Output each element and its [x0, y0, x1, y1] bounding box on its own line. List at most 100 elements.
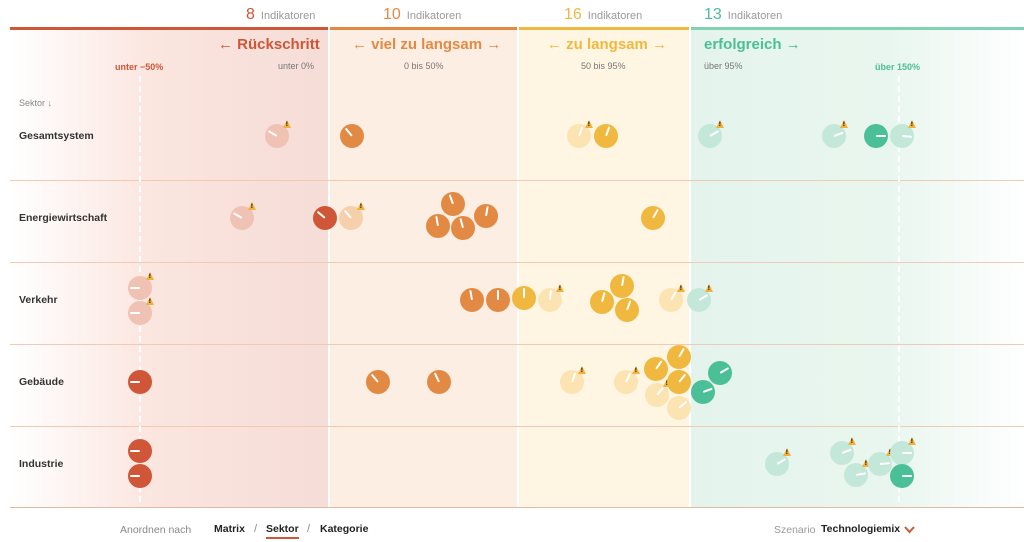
- indicator-bubble[interactable]: [667, 345, 691, 369]
- indicator-bubble[interactable]: [366, 370, 390, 394]
- indicator-bubble[interactable]: [687, 288, 711, 312]
- divider: [689, 27, 691, 508]
- indicator-needle: [344, 127, 353, 137]
- indicator-bubble[interactable]: [426, 214, 450, 238]
- indicator-bubble[interactable]: [667, 396, 691, 420]
- indicator-needle: [626, 300, 632, 311]
- warning-icon: [556, 284, 564, 292]
- indicator-bubble[interactable]: [667, 370, 691, 394]
- arrange-matrix-button[interactable]: Matrix: [214, 523, 245, 535]
- indicator-needle: [879, 462, 891, 465]
- count-label: Indikatoren: [587, 10, 643, 22]
- indicator-bubble[interactable]: [486, 288, 510, 312]
- indicator-needle: [448, 194, 454, 205]
- indicator-bubble[interactable]: [890, 124, 914, 148]
- indicator-needle: [232, 212, 243, 219]
- indicator-bubble[interactable]: [128, 370, 152, 394]
- indicator-needle: [130, 450, 140, 452]
- indicator-bubble[interactable]: [313, 206, 337, 230]
- indicator-bubble[interactable]: [560, 370, 584, 394]
- indicator-bubble[interactable]: [567, 124, 591, 148]
- indicator-needle: [605, 126, 611, 137]
- separator: /: [307, 523, 311, 535]
- indicator-bubble[interactable]: [765, 452, 789, 476]
- indicator-needle: [855, 472, 867, 476]
- indicator-bubble[interactable]: [644, 357, 668, 381]
- indicator-needle: [625, 372, 632, 383]
- indicator-bubble[interactable]: [698, 124, 722, 148]
- indicator-needle: [130, 381, 140, 383]
- indicator-needle: [571, 372, 577, 383]
- indicator-bubble[interactable]: [691, 380, 715, 404]
- indicator-needle: [709, 130, 720, 137]
- warning-icon: [578, 366, 586, 374]
- indicator-bubble[interactable]: [128, 276, 152, 300]
- warning-icon: [848, 437, 856, 445]
- warning-icon: [705, 284, 713, 292]
- indicator-bubble[interactable]: [615, 298, 639, 322]
- warning-icon: [908, 120, 916, 128]
- indicator-bubble[interactable]: [265, 124, 289, 148]
- indicator-bubble[interactable]: [645, 383, 669, 407]
- band-erfolgreich: [691, 27, 1024, 508]
- indicator-bubble[interactable]: [427, 370, 451, 394]
- indicator-needle: [343, 209, 352, 219]
- arrange-label: Anordnen nach: [120, 524, 192, 536]
- indicator-bubble[interactable]: [610, 274, 634, 298]
- indicator-bubble[interactable]: [708, 361, 732, 385]
- indicator-needle: [876, 135, 886, 137]
- indicator-bubble[interactable]: [128, 464, 152, 488]
- row-label-verkehr: Verkehr: [19, 294, 58, 306]
- warning-icon: [146, 272, 154, 280]
- arrange-kategorie-button[interactable]: Kategorie: [320, 523, 369, 535]
- range-zu-langsam: 50 bis 95%: [581, 61, 626, 71]
- row-separator: [10, 507, 1024, 508]
- indicator-bubble[interactable]: [868, 452, 892, 476]
- marker-label-high: über 150%: [875, 62, 921, 72]
- indicator-bubble[interactable]: [641, 206, 665, 230]
- warning-icon: [840, 120, 848, 128]
- indicator-bubble[interactable]: [538, 288, 562, 312]
- indicator-bubble[interactable]: [512, 286, 536, 310]
- indicator-bubble[interactable]: [128, 301, 152, 325]
- row-separator: [10, 344, 1024, 345]
- scenario-select[interactable]: Technologiemix: [821, 523, 901, 535]
- indicator-needle: [902, 452, 912, 454]
- indicator-needle: [902, 475, 912, 477]
- indicator-bubble[interactable]: [844, 463, 868, 487]
- indicator-bubble[interactable]: [864, 124, 888, 148]
- indicator-bubble[interactable]: [659, 288, 683, 312]
- scenario-label: Szenario: [774, 524, 816, 536]
- indicator-bubble[interactable]: [451, 216, 475, 240]
- indicator-bubble[interactable]: [340, 124, 364, 148]
- indicator-bubble[interactable]: [128, 439, 152, 463]
- indicator-needle: [267, 130, 278, 137]
- indicator-bubble[interactable]: [339, 206, 363, 230]
- indicator-bubble[interactable]: [230, 206, 254, 230]
- indicator-needle: [601, 292, 606, 303]
- warning-icon: [248, 202, 256, 210]
- indicator-bubble[interactable]: [830, 441, 854, 465]
- arrange-sektor-button[interactable]: Sektor: [266, 523, 299, 535]
- indicator-bubble[interactable]: [890, 464, 914, 488]
- indicator-needle: [833, 131, 844, 137]
- indicator-needle: [841, 448, 852, 454]
- warning-icon: [283, 120, 291, 128]
- row-label-industrie: Industrie: [19, 458, 64, 470]
- indicator-bubble[interactable]: [590, 290, 614, 314]
- sector-sort-header[interactable]: Sektor ↓: [19, 98, 53, 108]
- indicator-bubble[interactable]: [594, 124, 618, 148]
- indicator-bubble[interactable]: [441, 192, 465, 216]
- indicator-bubble[interactable]: [474, 204, 498, 228]
- count-rueckschritt: 8 Indikatoren: [246, 6, 315, 24]
- indicator-bubble[interactable]: [890, 441, 914, 465]
- indicator-bubble[interactable]: [614, 370, 638, 394]
- indicator-bubble[interactable]: [460, 288, 484, 312]
- indicator-needle: [523, 288, 525, 298]
- warning-icon: [585, 120, 593, 128]
- count-viel-zu-langsam: 10 Indikatoren: [383, 6, 461, 24]
- indicator-needle: [130, 287, 140, 289]
- divider: [328, 27, 330, 508]
- chevron-down-icon[interactable]: [904, 526, 915, 534]
- indicator-bubble[interactable]: [822, 124, 846, 148]
